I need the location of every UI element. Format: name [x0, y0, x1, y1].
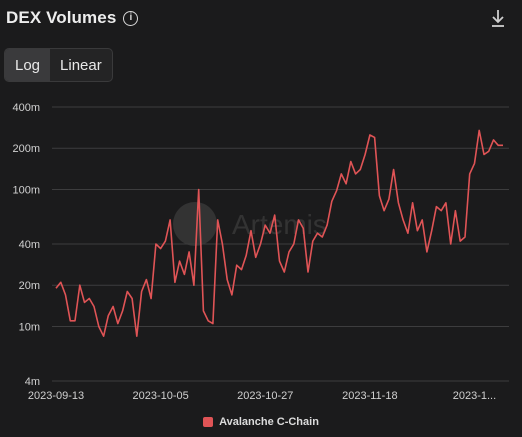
- grid: [52, 106, 509, 382]
- y-axis: 4m 10m 20m 40m 100m 200m 400m: [12, 102, 40, 388]
- line-chart: Artemis 4m 10m 20m 40m 100m 200m 400m 2023-09-…: [12, 102, 509, 402]
- y-tick-label: 20m: [19, 280, 40, 292]
- chart-header: DEX Volumes i: [6, 6, 139, 30]
- watermark-text: Artemis: [232, 209, 327, 240]
- x-tick-label: 2023-10-05: [132, 390, 188, 402]
- y-tick-label: 200m: [12, 143, 40, 155]
- legend-label: Avalanche C-Chain: [219, 416, 319, 428]
- y-tick-label: 400m: [12, 102, 40, 114]
- scale-log-button[interactable]: Log: [5, 49, 51, 81]
- x-tick-label: 2023-11-18: [342, 390, 397, 402]
- y-tick-label: 100m: [12, 184, 40, 196]
- chart-title: DEX Volumes: [6, 8, 117, 27]
- x-tick-label: 2023-09-13: [28, 390, 84, 402]
- watermark: Artemis: [173, 202, 327, 246]
- x-tick-label: 2023-1...: [453, 390, 496, 402]
- x-tick-label: 2023-10-27: [237, 390, 293, 402]
- y-tick-label: 10m: [19, 321, 40, 333]
- legend-swatch: [203, 417, 214, 427]
- series-line-0[interactable]: [55, 129, 503, 338]
- info-circle-icon[interactable]: i: [123, 10, 139, 26]
- scale-linear-button[interactable]: Linear: [60, 56, 102, 74]
- x-axis: 2023-09-13 2023-10-05 2023-10-27 2023-11-18…: [28, 390, 496, 402]
- download-icon[interactable]: [490, 9, 506, 29]
- series: [55, 129, 503, 338]
- y-tick-label: 4m: [25, 376, 40, 388]
- y-tick-label: 40m: [19, 239, 40, 251]
- legend[interactable]: Avalanche C-Chain: [0, 416, 522, 428]
- scale-toggle: Log Linear: [4, 48, 113, 82]
